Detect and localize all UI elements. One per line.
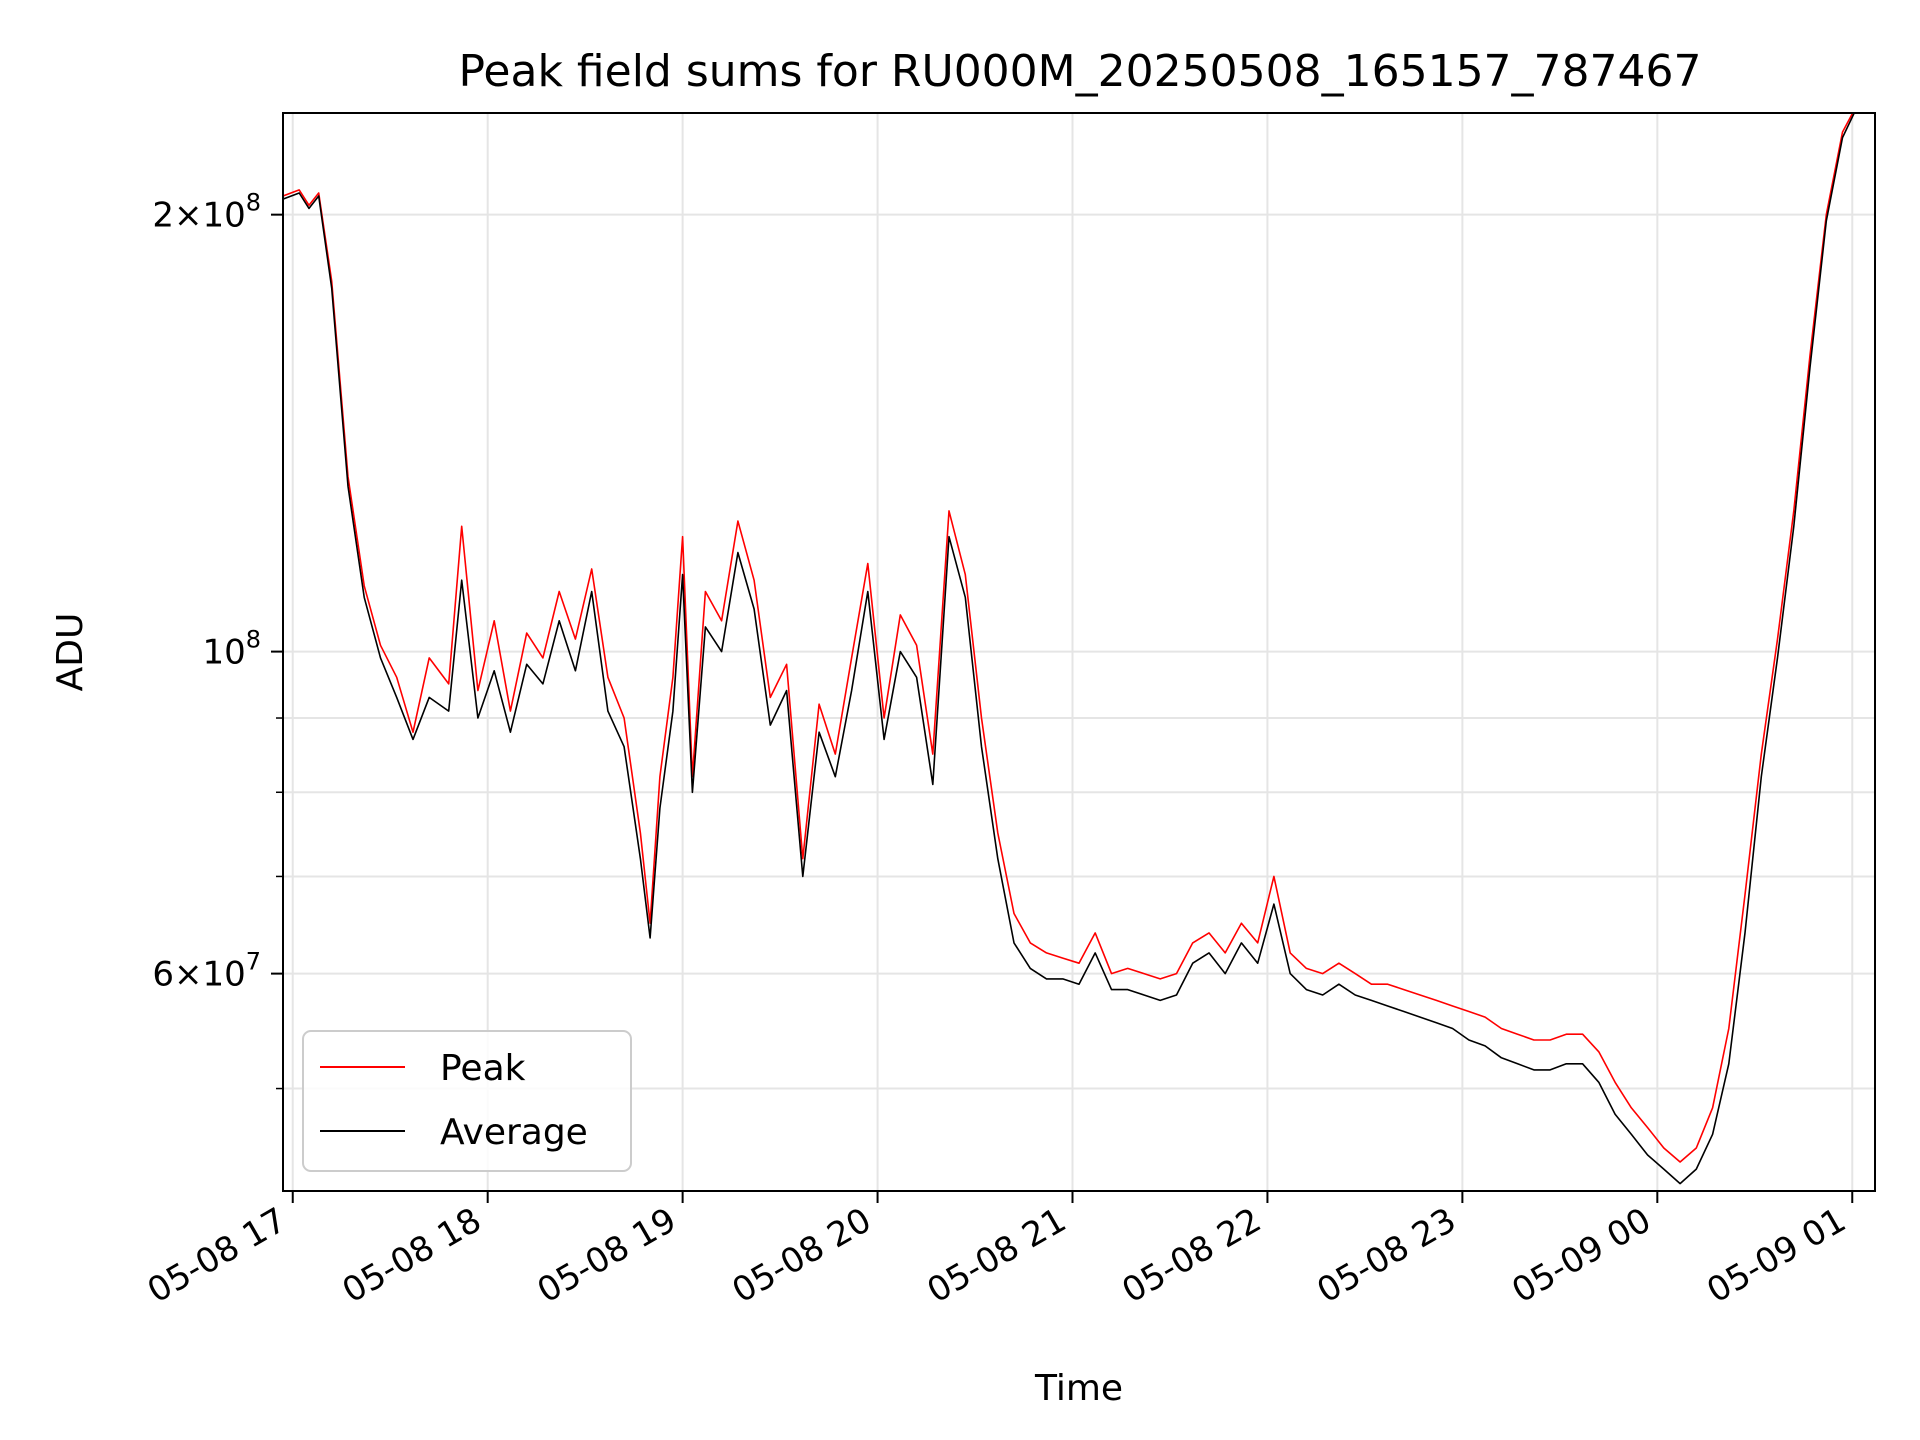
series-line-peak <box>283 113 1854 1163</box>
y-axis-label: ADU <box>50 613 91 692</box>
chart-title: Peak field sums for RU000M_20250508_1651… <box>458 46 1701 97</box>
legend: Peak Average <box>302 1030 632 1172</box>
y-tick-label: 108 <box>202 626 261 673</box>
series-line-average <box>283 113 1856 1185</box>
x-axis-label: Time <box>1034 1368 1123 1409</box>
legend-label-average: Average <box>440 1112 588 1153</box>
legend-label-peak: Peak <box>440 1048 526 1089</box>
y-tick-label: 2×108 <box>152 189 261 236</box>
y-axis: 2×108 108 6×107 <box>152 189 283 1090</box>
grid-layer <box>283 113 1875 1191</box>
plot-area <box>283 113 1856 1185</box>
y-tick-label: 6×107 <box>152 948 261 995</box>
